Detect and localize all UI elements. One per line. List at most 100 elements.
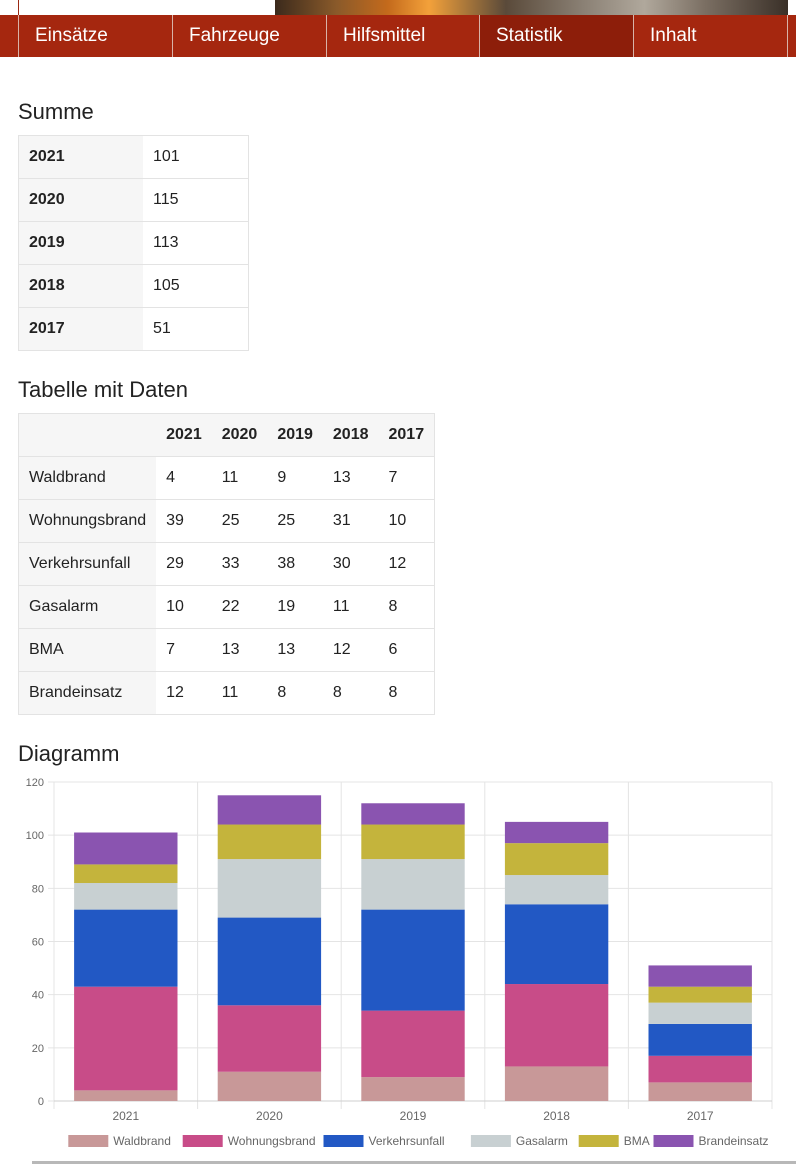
legend-label: Wohnungsbrand [228,1134,316,1148]
main-nav: Einsätze Fahrzeuge Hilfsmittel Statistik… [0,15,796,57]
nav-item-einsaetze[interactable]: Einsätze [18,15,173,57]
row-label: Waldbrand [18,456,157,500]
top-banner [0,0,796,15]
row-label: Wohnungsbrand [18,499,157,543]
y-tick-label: 60 [32,937,44,949]
bar-segment [74,986,178,1091]
y-tick-label: 100 [26,830,44,842]
legend-swatch [470,1135,511,1147]
table-cell: 4 [156,456,212,500]
bar-segment [648,965,752,987]
y-tick-label: 20 [32,1043,44,1055]
bar-segment [361,1010,465,1078]
table-cell: 33 [211,542,268,586]
y-tick-label: 40 [32,990,44,1002]
table-cell: 11 [322,585,379,629]
table-cell: 11 [211,671,268,715]
y-tick-label: 0 [38,1096,44,1108]
bar-segment [74,864,178,884]
summary-total: 101 [143,135,249,179]
table-cell: 31 [322,499,379,543]
summary-year: 2019 [18,221,143,265]
bar-segment [648,1055,752,1083]
bar-segment [217,1071,322,1101]
legend-label: Brandeinsatz [699,1134,769,1148]
table-cell: 9 [267,456,323,500]
x-tick-label: 2019 [400,1109,427,1123]
data-table: 2021 2020 2019 2018 2017 Waldbrand 4 11 … [18,413,436,715]
row-label: Verkehrsunfall [18,542,157,586]
summary-table: 2021 101 2020 115 2019 113 2018 105 2017… [18,135,249,351]
table-cell: 25 [267,499,323,543]
summary-title: Summe [18,99,94,124]
bar-segment [361,909,465,1011]
table-row: 2019 113 [18,221,249,265]
table-row: Gasalarm 10 22 19 11 8 [18,585,435,629]
bar-segment [504,875,609,905]
legend-label: Gasalarm [516,1134,568,1148]
footer-divider [32,1161,796,1164]
table-cell: 30 [322,542,379,586]
legend-label: Waldbrand [113,1134,171,1148]
bar-segment [217,824,322,860]
nav-edge [787,15,788,57]
bar-segment [74,909,178,987]
nav-item-fahrzeuge[interactable]: Fahrzeuge [172,15,327,57]
table-cell: 12 [156,671,212,715]
nav-item-inhalt[interactable]: Inhalt [633,15,787,57]
bar-segment [648,986,752,1003]
summary-total: 113 [143,221,249,265]
row-label: BMA [18,628,157,672]
table-cell: 7 [378,456,435,500]
bar-segment [361,803,465,825]
bar-segment [504,984,609,1067]
bar-segment [504,843,609,876]
table-row: Brandeinsatz 12 11 8 8 8 [18,671,435,715]
legend-swatch [653,1135,694,1147]
legend-swatch [578,1135,619,1147]
table-cell: 39 [156,499,212,543]
y-tick-label: 120 [26,777,44,789]
summary-total: 115 [143,178,249,222]
nav-item-statistik[interactable]: Statistik [479,15,634,57]
row-label: Brandeinsatz [18,671,157,715]
summary-total: 51 [143,307,249,351]
bar-segment [217,859,322,918]
table-cell: 38 [267,542,323,586]
row-label: Gasalarm [18,585,157,629]
bar-segment [504,904,609,985]
column-header: 2019 [267,413,323,457]
bar-segment [74,883,178,910]
table-row: 2018 105 [18,264,249,308]
bar-segment [361,824,465,860]
y-tick-label: 80 [32,883,44,895]
column-header: 2017 [378,413,435,457]
legend-swatch [182,1135,223,1147]
bar-segment [504,1066,609,1101]
x-tick-label: 2017 [687,1109,714,1123]
table-row: 2020 115 [18,178,249,222]
table-cell: 19 [267,585,323,629]
legend-swatch [68,1135,109,1147]
table-cell: 8 [378,671,435,715]
data-table-title: Tabelle mit Daten [18,377,188,402]
bar-segment [217,795,322,825]
bar-segment [504,821,609,844]
bar-segment [648,1023,752,1056]
summary-year: 2020 [18,178,143,222]
table-cell: 8 [267,671,323,715]
legend-swatch [323,1135,364,1147]
table-cell: 6 [378,628,435,672]
table-cell: 13 [267,628,323,672]
bar-segment [361,859,465,910]
table-cell: 13 [322,456,379,500]
stacked-bar-chart: 0 20 40 60 80 100 120 2021 2020 2019 2018 2017 Waldb… [26,777,773,1148]
table-header-row: 2021 2020 2019 2018 2017 [18,413,435,457]
x-tick-label: 2018 [543,1109,570,1123]
bar-segment [648,1002,752,1024]
bar-segment [74,832,178,865]
table-cell: 29 [156,542,212,586]
diagram-title: Diagramm [18,741,120,766]
table-cell: 8 [378,585,435,629]
nav-item-hilfsmittel[interactable]: Hilfsmittel [326,15,480,57]
